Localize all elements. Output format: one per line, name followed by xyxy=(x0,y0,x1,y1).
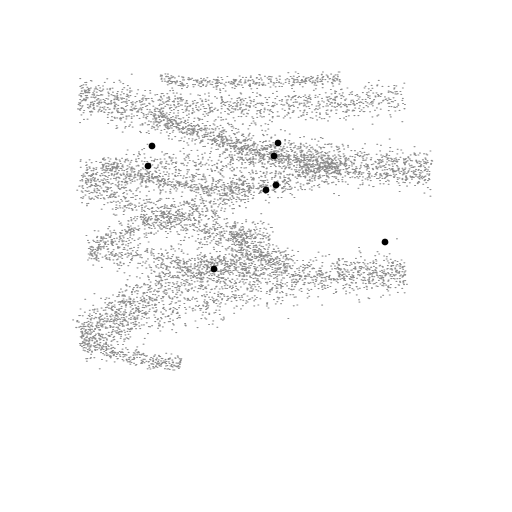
highlighted-points-layer xyxy=(144,139,389,273)
highlight-point-8 xyxy=(210,265,218,273)
attractor-cloud xyxy=(72,71,434,371)
highlight-point-7 xyxy=(381,238,389,246)
highlight-point-2 xyxy=(144,162,152,170)
highlight-point-4 xyxy=(270,152,278,160)
highlight-point-1 xyxy=(148,142,156,150)
highlight-point-3 xyxy=(274,139,282,147)
highlight-point-5 xyxy=(272,181,280,189)
highlight-point-6 xyxy=(262,186,270,194)
cloud-points xyxy=(72,71,434,371)
